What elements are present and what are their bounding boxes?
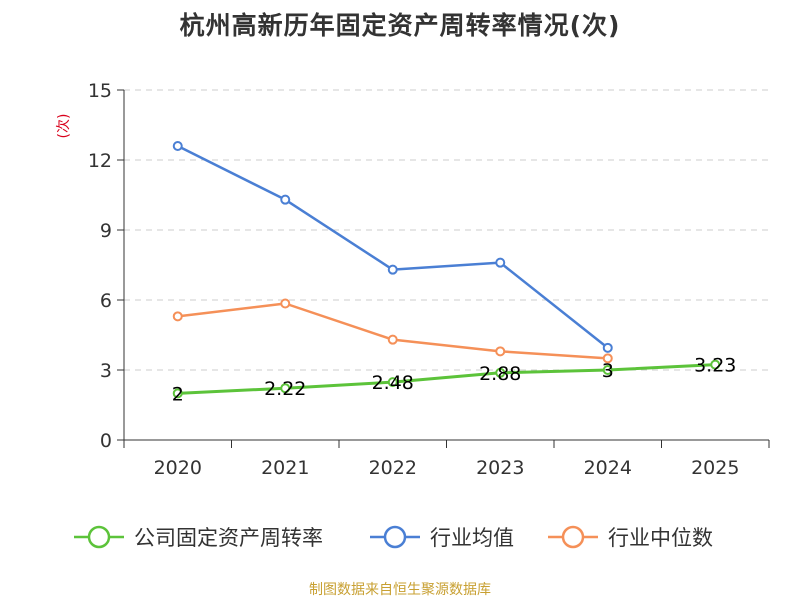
data-labels: 2 2.22 2.48 2.88 3 3.23 (172, 355, 737, 406)
legend-label-company: 公司固定资产周转率 (134, 526, 323, 550)
x-tick-label-2025: 2025 (691, 457, 739, 479)
series (172, 141, 721, 399)
legend-label-industry_avg: 行业均值 (430, 526, 514, 550)
data-point-industry_median-2020[interactable] (172, 311, 183, 322)
data-point-company-2021[interactable] (280, 383, 291, 394)
data-point-company-2025[interactable] (710, 359, 721, 370)
x-tick-label-2021: 2021 (261, 457, 309, 479)
series-line-industry_median (177, 302, 608, 360)
y-tick-label: 3 (100, 360, 112, 382)
y-tick-label: 0 (100, 430, 112, 452)
data-point-company-2022[interactable] (387, 377, 398, 388)
data-label-company-2021: 2.22 (264, 378, 306, 400)
data-label-company-2025: 3.23 (694, 355, 736, 377)
legend-swatch-marker (87, 525, 111, 549)
data-point-industry_median-2023[interactable] (495, 346, 506, 357)
data-point-industry_avg-2020[interactable] (172, 141, 183, 151)
data-label-company-2023: 2.88 (479, 363, 521, 385)
x-tick-label-2024: 2024 (584, 457, 632, 479)
x-tick-label-2022: 2022 (369, 457, 417, 479)
axes: 0 3 6 9 12 15 2020 2021 2022 2023 2024 2025 (88, 80, 770, 479)
data-point-company-2024[interactable] (602, 365, 613, 375)
series-line-company (177, 363, 716, 395)
chart-title: 杭州高新历年固定资产周转率情况(次) (179, 11, 621, 40)
y-tick-label: 15 (88, 80, 112, 102)
x-tick-label-2020: 2020 (154, 457, 202, 479)
y-tick-label: 12 (88, 150, 112, 172)
data-point-industry_avg-2023[interactable] (495, 257, 506, 268)
legend-item-industry_avg[interactable]: 行业均值 (370, 525, 514, 550)
data-point-company-2020[interactable] (172, 388, 183, 399)
legend-item-company[interactable]: 公司固定资产周转率 (74, 525, 323, 550)
y-axis-unit-label: (次) (56, 114, 72, 139)
data-point-industry_avg-2024[interactable] (602, 342, 613, 353)
data-point-industry_median-2021[interactable] (280, 298, 291, 309)
data-label-company-2022: 2.48 (372, 372, 414, 394)
y-tick-label: 6 (100, 290, 112, 312)
data-label-company-2024: 3 (602, 360, 614, 382)
x-tick-label-2023: 2023 (476, 457, 524, 479)
data-point-industry_median-2024[interactable] (602, 353, 613, 364)
legend-swatch-marker (383, 525, 407, 549)
source-note: 制图数据来自恒生聚源数据库 (309, 582, 491, 598)
data-point-industry_avg-2022[interactable] (387, 264, 398, 275)
data-point-company-2023[interactable] (495, 367, 506, 378)
data-point-industry_median-2022[interactable] (387, 334, 398, 345)
legend[interactable]: 公司固定资产周转率 行业均值 行业中位数 (74, 525, 713, 550)
data-point-industry_avg-2021[interactable] (280, 194, 291, 205)
data-label-company-2020: 2 (172, 383, 184, 405)
legend-label-industry_median: 行业中位数 (608, 526, 713, 550)
gridlines (124, 89, 769, 371)
legend-swatch-marker (561, 525, 585, 549)
legend-item-industry_median[interactable]: 行业中位数 (548, 525, 713, 550)
series-line-industry_avg (177, 144, 609, 349)
y-tick-label: 9 (100, 220, 112, 242)
